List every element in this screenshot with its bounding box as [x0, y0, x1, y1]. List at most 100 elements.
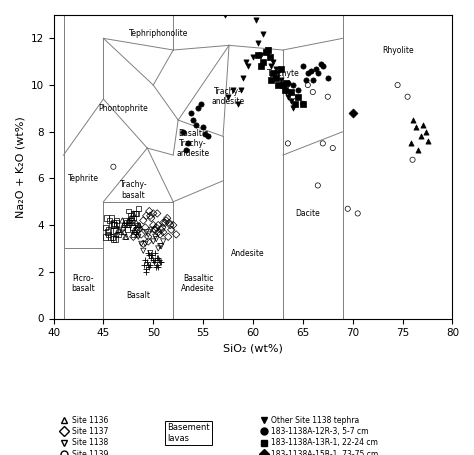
Text: Phontophrite: Phontophrite	[99, 104, 148, 113]
Point	[165, 219, 173, 227]
Point	[412, 123, 419, 131]
Point	[141, 257, 149, 264]
Point	[133, 228, 140, 236]
Point	[115, 226, 122, 233]
Point	[344, 205, 352, 212]
Point	[110, 222, 118, 229]
Point	[128, 219, 136, 227]
Point	[304, 81, 311, 89]
Point	[109, 233, 116, 240]
Point	[157, 259, 165, 266]
Point	[118, 217, 126, 224]
Point	[159, 219, 167, 227]
Text: Picro-
basalt: Picro- basalt	[72, 274, 95, 293]
Point	[284, 93, 292, 101]
Point	[257, 51, 265, 58]
Point	[152, 249, 159, 257]
Point	[146, 252, 153, 259]
Point	[277, 65, 285, 72]
Point	[157, 226, 165, 233]
Point	[153, 224, 160, 231]
Point	[279, 81, 287, 89]
Point	[128, 224, 136, 231]
Point	[155, 222, 162, 229]
Point	[319, 63, 327, 70]
Point	[294, 86, 301, 93]
Legend: Other Site 1138 tephra, 183-1138A-12R-3, 5-7 cm, 183-1138A-13R-1, 22-24 cm, 183-: Other Site 1138 tephra, 183-1138A-12R-3,…	[257, 414, 390, 455]
Point	[309, 77, 317, 84]
Point	[309, 88, 317, 96]
Point	[119, 224, 127, 231]
Point	[272, 75, 280, 82]
Point	[164, 214, 171, 222]
Point	[146, 207, 153, 215]
Point	[155, 254, 162, 262]
Text: Trachyte: Trachyte	[266, 69, 299, 78]
Point	[126, 219, 133, 227]
Point	[259, 58, 267, 66]
Point	[109, 236, 117, 243]
Point	[149, 222, 157, 229]
Text: Basalt: Basalt	[126, 291, 150, 300]
Point	[143, 266, 150, 273]
Point	[155, 228, 162, 236]
Point	[272, 65, 280, 72]
Point	[134, 231, 141, 238]
Point	[237, 86, 245, 93]
Point	[133, 219, 140, 227]
Point	[287, 98, 295, 105]
Point	[159, 228, 167, 236]
Point	[105, 231, 112, 238]
Point	[128, 217, 135, 224]
Point	[317, 61, 325, 68]
Point	[139, 217, 147, 224]
Point	[137, 240, 145, 248]
Point	[314, 70, 321, 77]
Point	[192, 121, 200, 128]
Point	[145, 261, 152, 268]
Text: Basaltic
Trachy-
andesite: Basaltic Trachy- andesite	[177, 128, 210, 158]
Point	[130, 226, 138, 233]
Point	[111, 226, 119, 233]
Point	[106, 217, 113, 224]
Point	[224, 93, 232, 101]
Point	[143, 268, 150, 275]
Point	[131, 210, 139, 217]
Point	[277, 77, 285, 84]
Point	[145, 238, 152, 245]
Text: Basaltic
Andesite: Basaltic Andesite	[182, 274, 215, 293]
Point	[150, 259, 158, 266]
Point	[324, 93, 332, 101]
Point	[312, 65, 319, 72]
Point	[409, 156, 416, 163]
Point	[152, 226, 159, 233]
Point	[242, 58, 250, 66]
Text: Tephrite: Tephrite	[68, 174, 99, 183]
Point	[274, 70, 282, 77]
Point	[154, 261, 161, 268]
Point	[149, 257, 157, 264]
Point	[221, 11, 229, 19]
Point	[187, 109, 195, 116]
Point	[200, 123, 207, 131]
Point	[130, 228, 138, 236]
Point	[156, 259, 164, 266]
Point	[147, 214, 155, 222]
Point	[115, 231, 122, 238]
Point	[164, 233, 172, 240]
Point	[157, 243, 165, 250]
Point	[133, 226, 140, 233]
Point	[302, 77, 310, 84]
Point	[279, 81, 287, 89]
Point	[146, 261, 154, 268]
Point	[163, 217, 170, 224]
Point	[129, 231, 137, 238]
Point	[159, 238, 167, 245]
Point	[145, 249, 152, 257]
Text: Basement
lavas: Basement lavas	[167, 423, 210, 443]
Point	[184, 140, 192, 147]
Point	[314, 182, 321, 189]
Point	[147, 252, 155, 259]
Point	[204, 133, 212, 140]
Point	[104, 228, 111, 236]
